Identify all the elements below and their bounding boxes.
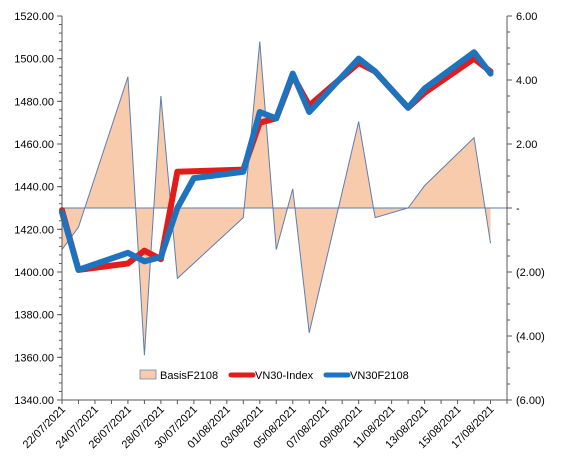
basis-area-line xyxy=(61,41,492,356)
y-left-tick-label: 1420.00 xyxy=(14,224,54,236)
legend-swatch-basisf2108 xyxy=(139,369,157,380)
y-left-tick-label: 1400.00 xyxy=(14,267,54,279)
y-left-tick-label: 1340.00 xyxy=(14,395,54,407)
y-right-tick-label: 4.00 xyxy=(516,75,537,87)
legend-label-basisf2108: BasisF2108 xyxy=(160,370,218,382)
y-left-tick-label: 1440.00 xyxy=(14,182,54,194)
y-left-tick-label: 1520.00 xyxy=(14,11,54,23)
y-left-tick-label: 1480.00 xyxy=(14,96,54,108)
y-left-tick-label: 1360.00 xyxy=(14,352,54,364)
legend: BasisF2108 VN30-Index VN30F2108 xyxy=(139,369,409,382)
y-right-tick-label: (4.00) xyxy=(516,331,545,343)
y-right-tick-label: (2.00) xyxy=(516,267,545,279)
legend-label-vn30-index: VN30-Index xyxy=(255,370,314,382)
legend-label-vn30f2108: VN30F2108 xyxy=(350,370,409,382)
series-line-vn30f2108 xyxy=(59,49,494,273)
y-left-tick-label: 1380.00 xyxy=(14,310,54,322)
index-lines-layer xyxy=(59,49,494,273)
basis-area-layer xyxy=(61,41,507,356)
y-left-tick-label: 1500.00 xyxy=(14,54,54,66)
y-right-tick-label: 6.00 xyxy=(516,11,537,23)
y-right-tick-label: 2.00 xyxy=(516,139,537,151)
y-left-tick-label: 1460.00 xyxy=(14,139,54,151)
y-right-tick-label: (6.00) xyxy=(516,395,545,407)
y-right-tick-label: - xyxy=(516,203,520,215)
